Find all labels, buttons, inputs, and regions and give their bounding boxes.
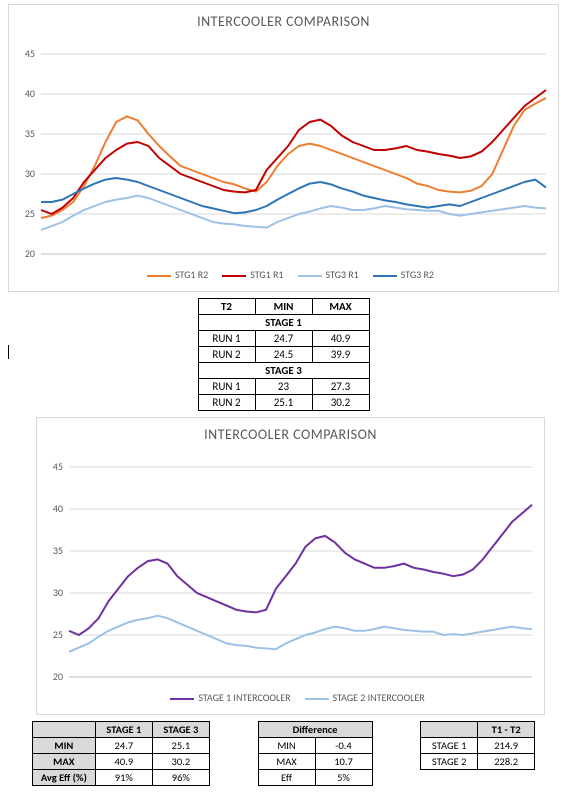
legend-swatch <box>298 275 322 277</box>
difference-table: DifferenceMIN-0.4MAX10.7Eff5% <box>258 721 373 786</box>
table-cell: 96% <box>152 770 209 786</box>
legend-label: STG3 R2 <box>401 268 434 281</box>
table-cell: 25.1 <box>255 395 312 411</box>
legend-label: STG1 R1 <box>250 268 283 281</box>
table-cell: 23 <box>255 379 312 395</box>
section-header: STAGE 3 <box>198 363 369 379</box>
legend-swatch <box>373 275 397 277</box>
table-cell: RUN 1 <box>198 331 255 347</box>
table-cell: RUN 2 <box>198 395 255 411</box>
table-cell: 91% <box>95 770 152 786</box>
table-cell: 24.5 <box>255 347 312 363</box>
table-cell: 10.7 <box>315 754 372 770</box>
chart2-legend: STAGE 1 INTERCOOLER STAGE 2 INTERCOOLER <box>37 681 544 714</box>
svg-text:20: 20 <box>53 670 63 681</box>
chart1-legend: STG1 R2 STG1 R1 STG3 R1 STG3 R2 <box>9 258 558 291</box>
svg-text:30: 30 <box>53 586 63 599</box>
table-cell: 214.9 <box>478 738 535 754</box>
table-cell: RUN 1 <box>198 379 255 395</box>
legend-label: STG1 R2 <box>175 268 208 281</box>
chart2-title: INTERCOOLER COMPARISON <box>37 418 544 447</box>
svg-text:40: 40 <box>25 87 35 100</box>
table-cell: -0.4 <box>315 738 372 754</box>
svg-text:20: 20 <box>25 247 35 258</box>
t1t2-table: T1 - T2STAGE 1214.9STAGE 2228.2 <box>420 721 535 770</box>
table-cell: 39.9 <box>312 347 369 363</box>
col-header: STAGE 1 <box>95 722 152 738</box>
chart1-title: INTERCOOLER COMPARISON <box>9 5 558 34</box>
col-header: T2 <box>198 299 255 315</box>
table-cell: 40.9 <box>312 331 369 347</box>
col-header: Difference <box>258 722 372 738</box>
table-cell: 25.1 <box>152 738 209 754</box>
table-cell: 27.3 <box>312 379 369 395</box>
legend-label: STG3 R1 <box>326 268 359 281</box>
table-cell: RUN 2 <box>198 347 255 363</box>
svg-text:30: 30 <box>25 167 35 180</box>
chart2-container: INTERCOOLER COMPARISON 20 25 30 35 40 45 STAG… <box>36 417 545 715</box>
table-cell: Avg Eff (%) <box>32 770 95 786</box>
table-cell: 24.7 <box>95 738 152 754</box>
col-header: MAX <box>312 299 369 315</box>
svg-text:35: 35 <box>25 127 35 140</box>
svg-text:35: 35 <box>53 544 63 557</box>
col-header: MIN <box>255 299 312 315</box>
table-cell: 40.9 <box>95 754 152 770</box>
summary-table: STAGE 1STAGE 3 MIN24.725.1 MAX40.930.2 Avg … <box>32 721 210 786</box>
stage-minmax-table: T2MINMAXSTAGE 1RUN 124.740.9RUN 224.539.… <box>198 298 370 411</box>
svg-text:45: 45 <box>53 460 63 473</box>
table-cell: 30.2 <box>152 754 209 770</box>
table-cell: STAGE 1 <box>421 738 478 754</box>
table-cell: Eff <box>258 770 315 786</box>
table-cell: 5% <box>315 770 372 786</box>
table-cell: MAX <box>258 754 315 770</box>
text-cursor <box>8 345 9 359</box>
legend-swatch <box>222 275 246 277</box>
svg-text:40: 40 <box>53 502 63 515</box>
table-cell: MIN <box>32 738 95 754</box>
section-header: STAGE 1 <box>198 315 369 331</box>
legend-label: STAGE 1 INTERCOOLER <box>198 691 290 704</box>
col-header <box>421 722 478 738</box>
legend-swatch <box>305 698 329 700</box>
chart2-svg: 20 25 30 35 40 45 <box>37 447 544 681</box>
bottom-tables-row: STAGE 1STAGE 3MIN24.725.1MAX40.930.2Avg … <box>8 721 559 786</box>
table-cell: 24.7 <box>255 331 312 347</box>
col-header <box>32 722 95 738</box>
table-cell: STAGE 2 <box>421 754 478 770</box>
legend-label: STAGE 2 INTERCOOLER <box>333 691 425 704</box>
legend-swatch <box>147 275 171 277</box>
table-cell: MAX <box>32 754 95 770</box>
svg-text:45: 45 <box>25 47 35 60</box>
table-cell: MIN <box>258 738 315 754</box>
chart1-container: INTERCOOLER COMPARISON 20 25 30 35 40 45 STG1… <box>8 4 559 292</box>
col-header: T1 - T2 <box>478 722 535 738</box>
table-cell: 228.2 <box>478 754 535 770</box>
chart1-svg: 20 25 30 35 40 45 <box>9 34 558 258</box>
svg-text:25: 25 <box>53 628 63 641</box>
table-cell: 30.2 <box>312 395 369 411</box>
col-header: STAGE 3 <box>152 722 209 738</box>
legend-swatch <box>170 698 194 700</box>
svg-text:25: 25 <box>25 207 35 220</box>
